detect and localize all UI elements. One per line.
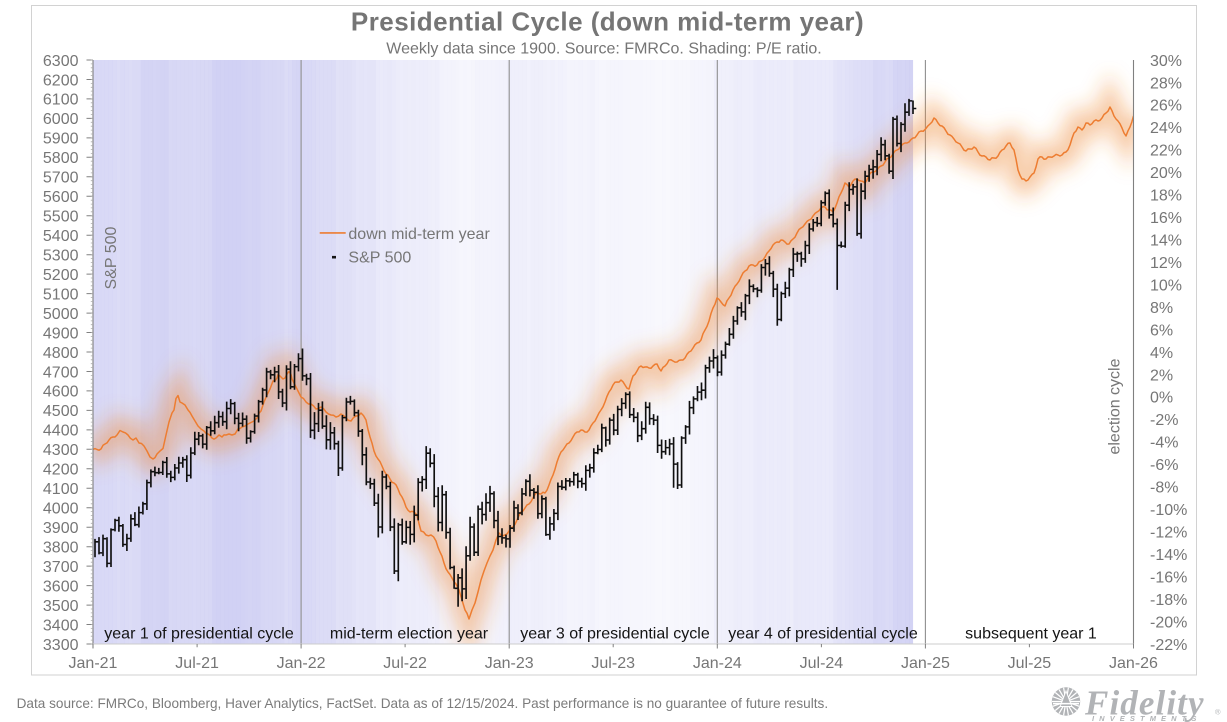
svg-text:-18%: -18% xyxy=(1150,592,1187,609)
svg-text:26%: 26% xyxy=(1150,98,1182,115)
svg-text:24%: 24% xyxy=(1150,120,1182,137)
svg-text:year 4 of presidential cycle: year 4 of presidential cycle xyxy=(728,625,918,642)
svg-text:8%: 8% xyxy=(1150,300,1173,317)
svg-text:6100: 6100 xyxy=(43,92,79,109)
svg-text:3700: 3700 xyxy=(43,559,79,576)
svg-text:3300: 3300 xyxy=(43,637,79,654)
svg-text:5500: 5500 xyxy=(43,209,79,226)
svg-text:mid-term election year: mid-term election year xyxy=(330,625,489,642)
svg-text:election cycle: election cycle xyxy=(1107,358,1124,454)
svg-text:5400: 5400 xyxy=(43,228,79,245)
svg-text:6000: 6000 xyxy=(43,111,79,128)
svg-text:Jul-22: Jul-22 xyxy=(383,655,427,672)
svg-text:4%: 4% xyxy=(1150,345,1173,362)
svg-text:Presidential Cycle (down mid-t: Presidential Cycle (down mid-term year) xyxy=(351,6,864,36)
svg-text:-12%: -12% xyxy=(1150,525,1187,542)
svg-text:14%: 14% xyxy=(1150,233,1182,250)
svg-text:6200: 6200 xyxy=(43,72,79,89)
svg-text:-8%: -8% xyxy=(1150,480,1178,497)
svg-text:5900: 5900 xyxy=(43,131,79,148)
svg-text:3900: 3900 xyxy=(43,520,79,537)
svg-text:3400: 3400 xyxy=(43,617,79,634)
svg-text:S&P 500: S&P 500 xyxy=(348,249,411,266)
svg-text:year 3 of presidential cycle: year 3 of presidential cycle xyxy=(520,625,710,642)
svg-text:Jul-21: Jul-21 xyxy=(175,655,219,672)
svg-text:30%: 30% xyxy=(1150,53,1182,70)
svg-text:Jan-24: Jan-24 xyxy=(693,655,742,672)
svg-text:-6%: -6% xyxy=(1150,457,1178,474)
svg-text:Jan-23: Jan-23 xyxy=(485,655,534,672)
svg-text:5200: 5200 xyxy=(43,267,79,284)
svg-text:4100: 4100 xyxy=(43,481,79,498)
svg-text:4900: 4900 xyxy=(43,325,79,342)
svg-text:6%: 6% xyxy=(1150,322,1173,339)
svg-text:down mid-term year: down mid-term year xyxy=(348,226,490,243)
svg-text:5100: 5100 xyxy=(43,286,79,303)
svg-text:4200: 4200 xyxy=(43,462,79,479)
svg-text:2%: 2% xyxy=(1150,367,1173,384)
svg-text:28%: 28% xyxy=(1150,75,1182,92)
svg-text:-16%: -16% xyxy=(1150,569,1187,586)
svg-text:INVESTMENTS: INVESTMENTS xyxy=(1092,714,1201,722)
svg-text:4800: 4800 xyxy=(43,345,79,362)
svg-text:4300: 4300 xyxy=(43,442,79,459)
svg-text:0%: 0% xyxy=(1150,390,1173,407)
svg-text:4700: 4700 xyxy=(43,364,79,381)
svg-text:4400: 4400 xyxy=(43,423,79,440)
svg-text:5600: 5600 xyxy=(43,189,79,206)
svg-text:10%: 10% xyxy=(1150,277,1182,294)
svg-text:-2%: -2% xyxy=(1150,412,1178,429)
svg-text:Jul-24: Jul-24 xyxy=(800,655,844,672)
svg-text:4000: 4000 xyxy=(43,501,79,518)
svg-text:Jan-21: Jan-21 xyxy=(69,655,118,672)
svg-text:22%: 22% xyxy=(1150,143,1182,160)
svg-text:5000: 5000 xyxy=(43,306,79,323)
svg-text:-10%: -10% xyxy=(1150,502,1187,519)
svg-text:12%: 12% xyxy=(1150,255,1182,272)
svg-text:3600: 3600 xyxy=(43,578,79,595)
svg-text:5300: 5300 xyxy=(43,248,79,265)
svg-text:Jul-25: Jul-25 xyxy=(1008,655,1052,672)
svg-text:6300: 6300 xyxy=(43,53,79,70)
svg-text:5700: 5700 xyxy=(43,170,79,187)
svg-text:Weekly data since 1900. Source: Weekly data since 1900. Source: FMRCo. S… xyxy=(386,41,821,58)
svg-text:3800: 3800 xyxy=(43,540,79,557)
svg-text:Fidelity: Fidelity xyxy=(1084,684,1205,722)
svg-text:Data source: FMRCo, Bloomberg,: Data source: FMRCo, Bloomberg, Haver Ana… xyxy=(17,696,829,711)
svg-text:16%: 16% xyxy=(1150,210,1182,227)
svg-text:-4%: -4% xyxy=(1150,435,1178,452)
svg-text:4600: 4600 xyxy=(43,384,79,401)
svg-text:-20%: -20% xyxy=(1150,614,1187,631)
svg-text:20%: 20% xyxy=(1150,165,1182,182)
svg-text:3500: 3500 xyxy=(43,598,79,615)
svg-text:-14%: -14% xyxy=(1150,547,1187,564)
svg-text:4500: 4500 xyxy=(43,403,79,420)
svg-text:subsequent year 1: subsequent year 1 xyxy=(965,625,1097,642)
svg-text:5800: 5800 xyxy=(43,150,79,167)
svg-text:Jul-23: Jul-23 xyxy=(591,655,635,672)
svg-text:Jan-25: Jan-25 xyxy=(901,655,950,672)
svg-text:Jan-22: Jan-22 xyxy=(277,655,326,672)
svg-text:18%: 18% xyxy=(1150,188,1182,205)
svg-text:year 1 of presidential cycle: year 1 of presidential cycle xyxy=(104,625,294,642)
svg-text:®: ® xyxy=(1215,708,1221,717)
svg-text:-22%: -22% xyxy=(1150,637,1187,654)
svg-text:S&P 500: S&P 500 xyxy=(103,226,120,289)
svg-text:Jan-26: Jan-26 xyxy=(1109,655,1158,672)
